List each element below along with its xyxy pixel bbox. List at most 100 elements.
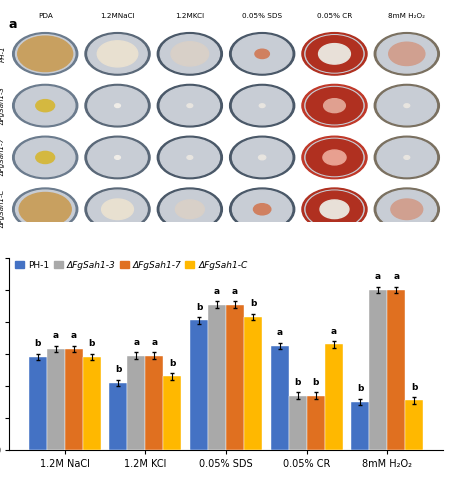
Ellipse shape [388, 42, 424, 66]
Bar [306, 396, 324, 450]
Ellipse shape [36, 100, 55, 112]
Text: b: b [410, 382, 416, 392]
Text: b: b [35, 340, 41, 348]
Bar [109, 383, 127, 450]
Ellipse shape [376, 86, 436, 125]
Bar [244, 318, 262, 450]
Ellipse shape [87, 86, 147, 125]
Bar [64, 350, 83, 450]
Ellipse shape [378, 140, 434, 175]
Text: 8mM H₂O₂: 8mM H₂O₂ [387, 13, 424, 19]
Text: 1.2MNaCl: 1.2MNaCl [100, 13, 134, 19]
Ellipse shape [232, 138, 291, 176]
Ellipse shape [390, 199, 422, 220]
Ellipse shape [301, 84, 366, 127]
Text: b: b [356, 384, 363, 393]
Bar [29, 358, 47, 450]
Bar [127, 356, 145, 450]
Ellipse shape [157, 188, 222, 230]
Ellipse shape [101, 199, 133, 220]
Ellipse shape [229, 32, 294, 75]
Ellipse shape [85, 188, 150, 230]
Text: a: a [213, 286, 220, 296]
Text: a: a [53, 332, 59, 340]
Ellipse shape [17, 140, 73, 175]
Ellipse shape [234, 191, 290, 228]
Text: a: a [71, 332, 77, 340]
Bar [189, 320, 207, 450]
Text: 0.05% CR: 0.05% CR [316, 13, 351, 19]
Ellipse shape [19, 192, 71, 226]
Ellipse shape [157, 136, 222, 178]
Ellipse shape [160, 34, 219, 73]
Ellipse shape [306, 88, 362, 124]
Ellipse shape [161, 191, 217, 228]
Ellipse shape [115, 156, 120, 160]
Ellipse shape [229, 136, 294, 178]
Text: 0.05% SDS: 0.05% SDS [242, 13, 281, 19]
Ellipse shape [259, 104, 264, 108]
Ellipse shape [13, 136, 78, 178]
Ellipse shape [254, 49, 269, 58]
Ellipse shape [18, 36, 73, 72]
Ellipse shape [87, 138, 147, 176]
Ellipse shape [160, 190, 219, 228]
Ellipse shape [301, 32, 366, 75]
Ellipse shape [157, 32, 222, 75]
Ellipse shape [306, 36, 362, 72]
Ellipse shape [373, 188, 438, 230]
Ellipse shape [15, 86, 75, 125]
Ellipse shape [175, 200, 204, 218]
Ellipse shape [87, 34, 147, 73]
Bar [47, 350, 64, 450]
Ellipse shape [232, 86, 291, 125]
Ellipse shape [378, 191, 434, 228]
Text: b: b [312, 378, 318, 387]
Ellipse shape [161, 140, 217, 175]
Ellipse shape [187, 156, 192, 160]
Ellipse shape [304, 190, 364, 228]
Ellipse shape [89, 36, 145, 72]
Ellipse shape [160, 138, 219, 176]
Bar [324, 344, 342, 450]
Ellipse shape [234, 88, 290, 124]
Ellipse shape [229, 188, 294, 230]
Bar [226, 304, 244, 450]
Ellipse shape [301, 188, 366, 230]
Ellipse shape [318, 44, 350, 64]
Ellipse shape [17, 36, 73, 72]
Ellipse shape [253, 204, 270, 215]
Ellipse shape [373, 32, 438, 75]
Ellipse shape [322, 150, 345, 165]
Ellipse shape [301, 136, 366, 178]
Ellipse shape [187, 104, 192, 108]
Ellipse shape [13, 84, 78, 127]
Ellipse shape [403, 156, 409, 160]
Ellipse shape [17, 88, 73, 124]
Text: a: a [374, 272, 380, 281]
Text: a: a [151, 338, 157, 347]
Ellipse shape [306, 191, 362, 228]
Text: b: b [169, 358, 175, 368]
Bar [350, 402, 368, 450]
Bar [368, 290, 387, 450]
Legend: PH-1, ΔFgSah1-3, ΔFgSah1-7, ΔFgSah1-C: PH-1, ΔFgSah1-3, ΔFgSah1-7, ΔFgSah1-C [14, 259, 249, 272]
Ellipse shape [258, 155, 265, 160]
Text: a: a [330, 326, 336, 336]
Ellipse shape [304, 34, 364, 73]
Text: ΔFgSah1-7: ΔFgSah1-7 [0, 138, 5, 176]
Ellipse shape [161, 36, 217, 72]
Ellipse shape [85, 32, 150, 75]
Ellipse shape [13, 188, 78, 230]
Ellipse shape [13, 32, 78, 75]
Bar [207, 304, 226, 450]
Bar [83, 358, 101, 450]
Ellipse shape [323, 98, 345, 112]
Ellipse shape [304, 86, 364, 125]
Ellipse shape [115, 104, 120, 108]
Ellipse shape [319, 200, 348, 218]
Text: b: b [195, 302, 202, 312]
Text: 1.2MKCl: 1.2MKCl [175, 13, 204, 19]
Ellipse shape [15, 34, 75, 73]
Ellipse shape [36, 152, 55, 164]
